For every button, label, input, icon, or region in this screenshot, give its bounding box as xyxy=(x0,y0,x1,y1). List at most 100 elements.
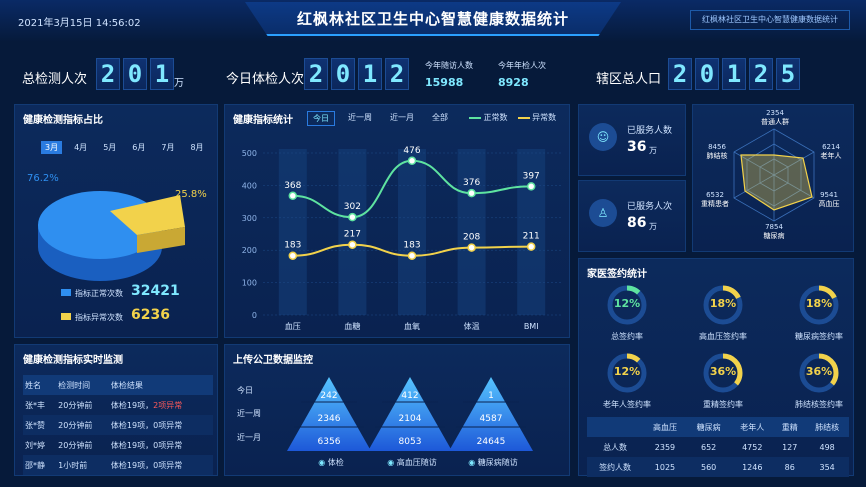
header-cell: 糖尿病 xyxy=(696,422,721,432)
month-tab[interactable]: 6月 xyxy=(132,143,146,152)
upload-group-label: 体检 xyxy=(327,458,344,467)
table-row: 邵*静 1小时前 体检19项，0项异常 xyxy=(23,455,213,475)
ring-label: 糖尿病签约率 xyxy=(795,332,843,341)
month-tab[interactable]: 4月 xyxy=(74,143,88,152)
row-cell: 总人数 xyxy=(603,442,628,452)
tab[interactable]: 今日 xyxy=(307,111,335,126)
row-cell: 127 xyxy=(782,442,798,452)
data-point xyxy=(288,191,298,201)
y-tick-label: 200 xyxy=(242,246,257,255)
legend-abnormal-label: 异常数 xyxy=(532,113,557,122)
upload-value: 4587 xyxy=(479,414,503,424)
times-value: 86 xyxy=(627,215,647,231)
sign-ring: 18% 高血压签约率 xyxy=(695,283,751,349)
contract-title: 家医签约统计 xyxy=(587,269,647,280)
table-header-row: 高血压 糖尿病 老年人 重精 肺结核 xyxy=(587,417,849,437)
upload-triangle: 1 4587 24645 ◉ 糖尿病随访 xyxy=(449,377,533,467)
data-label: 183 xyxy=(403,241,420,251)
year-exam-label: 今年年检人次 xyxy=(498,61,546,70)
datetime: 2021年3月15日 14:56:02 xyxy=(18,18,141,29)
tab[interactable]: 全部 xyxy=(432,113,448,122)
upload-group-label: 高血压随访 xyxy=(396,458,437,467)
row-label-week: 近一周 xyxy=(237,409,261,418)
tab[interactable]: 近一周 xyxy=(348,113,372,122)
ring-label: 高血压签约率 xyxy=(699,332,747,341)
legend-normal-label: 正常数 xyxy=(483,113,508,122)
realtime-title: 健康检测指标实时监测 xyxy=(23,355,123,366)
row-cell: 2359 xyxy=(654,442,676,452)
title-banner xyxy=(245,2,621,36)
row-cell: 刘*婷 xyxy=(25,440,45,450)
ring-gauge xyxy=(799,353,839,393)
upload-triangle: 242 2346 6356 ◉ 体检 xyxy=(287,377,371,467)
upload-panel: 上传公卫数据监控 今日 近一周 近一月 242 2346 6356 ◉ 体检 412 21… xyxy=(224,344,570,476)
sign-ring: 18% 糖尿病签约率 xyxy=(791,283,847,349)
people-icon: ☺ xyxy=(589,123,617,151)
line-chart: 0 100 200 300 400 500 血压 血糖 血氧 体温 BMI 368 302 476 376 3… xyxy=(242,146,561,331)
data-label: 208 xyxy=(463,233,480,243)
ring-gauge xyxy=(607,353,647,393)
y-tick-label: 100 xyxy=(242,279,257,288)
month-tab[interactable]: 7月 xyxy=(161,143,175,152)
service-times-card: ♙ 已服务人次 86 万 xyxy=(578,180,686,252)
upload-value: 24645 xyxy=(476,437,506,447)
sign-ring: 36% 重精签约率 xyxy=(695,351,751,417)
sign-ring: 36% 肺结核签约率 xyxy=(791,351,847,417)
radar-chart xyxy=(733,128,815,222)
row-cell: 20分钟前 xyxy=(58,420,93,430)
data-point xyxy=(526,182,536,191)
upload-value: 1 xyxy=(488,391,494,401)
radar-item-3: 9541 高血压 xyxy=(818,191,840,208)
legend-abnormal-swatch xyxy=(61,313,71,320)
upload-value: 412 xyxy=(401,391,419,401)
upload-triangle: 412 2104 8053 ◉ 高血压随访 xyxy=(368,377,452,467)
row-cell: 560 xyxy=(700,462,717,472)
x-tick-label: 血糖 xyxy=(344,321,360,331)
times-label: 已服务人次 xyxy=(627,202,673,212)
row-cell: 体检19项，0项异常 xyxy=(109,415,213,435)
year-exam-value: 8928 xyxy=(498,76,529,89)
upload-value: 2104 xyxy=(398,414,422,424)
row-cell: 354 xyxy=(819,462,835,472)
radar-panel: 2354 普通人群 6214 老年人 9541 高血压 7854 糖尿病 6532 重精患… xyxy=(692,104,854,252)
data-label: 217 xyxy=(344,230,361,240)
x-tick-label: 血压 xyxy=(285,321,301,331)
upload-value: 8053 xyxy=(398,437,422,447)
people-unit: 万 xyxy=(649,146,657,155)
column-band xyxy=(278,149,307,315)
x-tick-label: 体温 xyxy=(464,321,480,331)
month-tabs: 3月 4月 5月 6月 7月 8月 xyxy=(41,141,208,154)
contract-panel: 家医签约统计 高血压 糖尿病 老年人 重精 肺结核 总人数 2359 652 4752 127 4… xyxy=(578,258,854,477)
sign-ring: 12% 老年人签约率 xyxy=(599,351,655,417)
result-abnormal: 2项异常 xyxy=(153,400,183,410)
month-tab[interactable]: 5月 xyxy=(103,143,117,152)
abnormal-value: 6236 xyxy=(131,307,170,323)
contract-table: 高血压 糖尿病 老年人 重精 肺结核 总人数 2359 652 4752 127 498 签约人数… xyxy=(587,417,849,477)
month-tab[interactable]: 3月 xyxy=(41,141,63,154)
legend-normal: 正常数 xyxy=(469,112,508,123)
upload-group-label: 糖尿病随访 xyxy=(477,458,518,467)
y-tick-label: 300 xyxy=(242,214,257,223)
row-cell: 张*丰 xyxy=(25,400,45,410)
legend-normal-swatch xyxy=(469,116,481,119)
tab[interactable]: 近一月 xyxy=(390,113,414,122)
page-title: 红枫林社区卫生中心智慧健康数据统计 xyxy=(296,10,569,28)
row-cell: 4752 xyxy=(742,442,763,452)
upload-value: 6356 xyxy=(317,437,341,447)
column-band xyxy=(338,149,367,315)
month-tab[interactable]: 8月 xyxy=(190,143,204,152)
radar-item-1: 2354 普通人群 xyxy=(761,109,789,126)
normal-pct: 76.2% xyxy=(27,173,59,184)
upload-icon: ◉ xyxy=(468,458,476,467)
ring-value: 12% xyxy=(613,297,641,310)
row-cell: 86 xyxy=(784,462,795,472)
row-cell: 1246 xyxy=(742,462,763,472)
data-label: 302 xyxy=(344,202,361,212)
header-cell: 姓名 xyxy=(25,380,41,390)
row-cell: 20分钟前 xyxy=(58,440,93,450)
data-point xyxy=(467,243,476,252)
data-point xyxy=(407,251,417,260)
header-cell xyxy=(587,417,643,437)
